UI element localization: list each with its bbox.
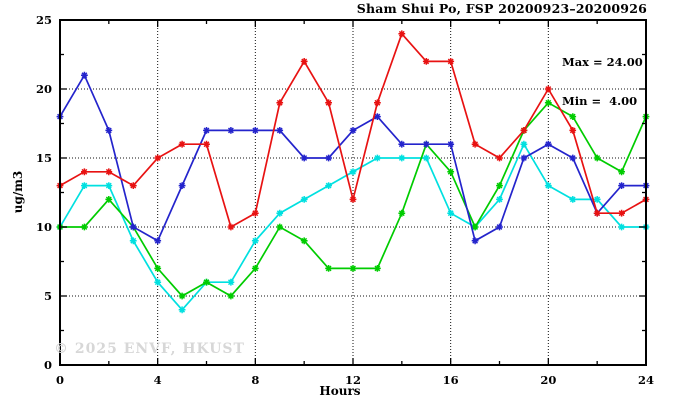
max-min-annotation: Max = 24.00 Min = 4.00 (562, 30, 643, 134)
x-tick-label: 24 (638, 373, 654, 387)
y-tick-label: 25 (36, 13, 52, 27)
watermark: © 2025 ENVF, HKUST (54, 341, 245, 357)
y-tick-label: 10 (36, 220, 52, 234)
x-axis-title: Hours (319, 384, 361, 398)
min-value-label: Min = 4.00 (562, 94, 638, 108)
y-tick-label: 0 (44, 358, 52, 372)
y-tick-label: 15 (36, 151, 52, 165)
chart-title: Sham Shui Po, FSP 20200923–20200926 (356, 1, 647, 16)
y-tick-label: 5 (44, 289, 52, 303)
y-tick-label: 20 (36, 82, 52, 96)
x-tick-label: 0 (56, 373, 64, 387)
y-axis-title: ug/m3 (11, 170, 25, 214)
x-tick-label: 8 (251, 373, 259, 387)
max-value-label: Max = 24.00 (562, 55, 643, 69)
x-tick-label: 12 (345, 373, 361, 387)
x-tick-label: 16 (443, 373, 459, 387)
x-tick-label: 4 (154, 373, 162, 387)
x-tick-label: 20 (540, 373, 556, 387)
